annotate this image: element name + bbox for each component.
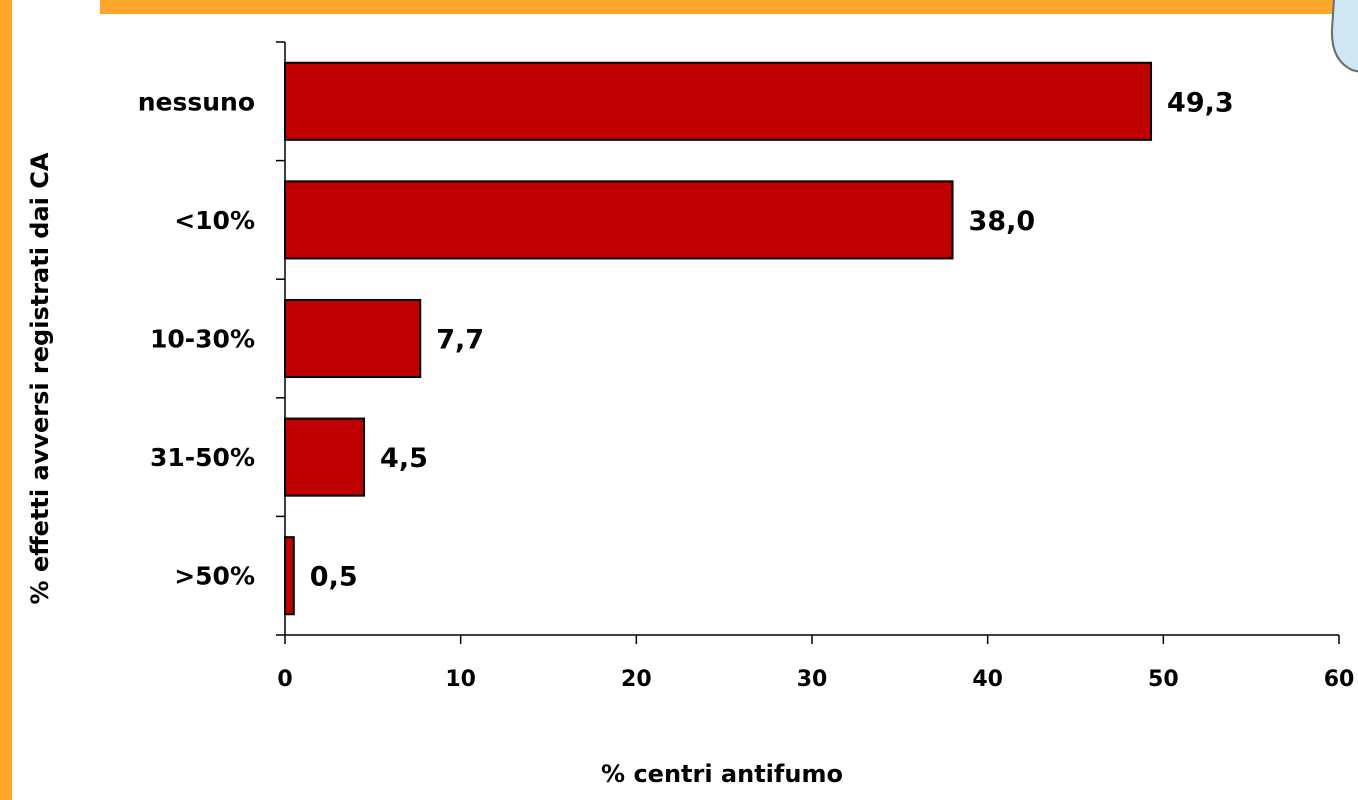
category-label: 10-30% xyxy=(150,325,255,354)
labels-layer: nessuno 49,3 <10% 38,0 10-30% 7,7 31-50% 4,5 >50… xyxy=(138,87,1355,692)
data-label: 4,5 xyxy=(380,443,428,474)
bar xyxy=(284,417,366,497)
x-tick-label: 10 xyxy=(445,667,476,692)
category-label: <10% xyxy=(174,206,255,235)
frame-corner-tab xyxy=(0,0,100,16)
bar xyxy=(284,180,954,260)
bar xyxy=(284,298,422,379)
x-tick-label: 40 xyxy=(972,667,1003,692)
corner-decoration-shape xyxy=(1330,0,1358,73)
frame-top-border xyxy=(0,0,1358,14)
x-tick-label: 30 xyxy=(797,667,828,692)
bar xyxy=(284,61,1153,141)
corner-decoration xyxy=(1328,0,1358,80)
y-axis-title: % effetti avversi registrati dai CA xyxy=(26,152,54,604)
x-axis-title: % centri antifumo xyxy=(601,760,843,788)
x-tick-label: 60 xyxy=(1324,667,1355,692)
ticks-layer xyxy=(276,41,1340,644)
bars-layer xyxy=(284,61,1153,616)
bar xyxy=(284,536,295,616)
category-label: 31-50% xyxy=(150,443,255,472)
x-tick-label: 20 xyxy=(621,667,652,692)
frame-left-border xyxy=(0,0,12,800)
category-label: >50% xyxy=(174,562,255,591)
x-tick-label: 50 xyxy=(1148,667,1179,692)
data-label: 38,0 xyxy=(969,206,1036,237)
frame-corner-tab-edge xyxy=(0,0,12,16)
data-label: 7,7 xyxy=(436,325,484,356)
category-label: nessuno xyxy=(138,87,255,116)
x-tick-label: 0 xyxy=(277,667,292,692)
data-label: 0,5 xyxy=(310,562,358,593)
data-label: 49,3 xyxy=(1167,87,1234,118)
